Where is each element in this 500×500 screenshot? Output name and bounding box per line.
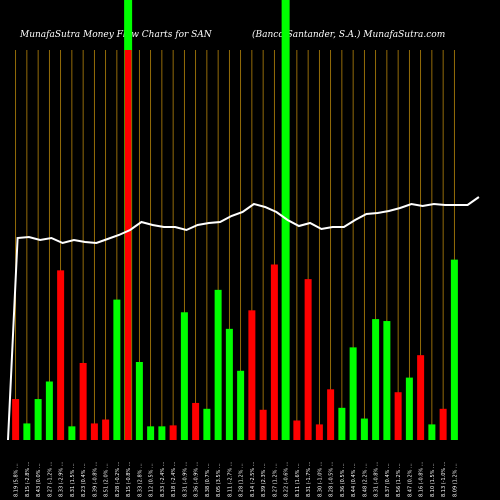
x-tick-label: 8.22 (-0.6% ... [284,461,290,497]
x-tick-label: 8.47 (0.2% ... [407,463,413,497]
x-tick-label: 8.33 (2.8% ... [137,463,143,497]
bar-up [68,426,76,440]
bar-up [237,370,245,440]
bar-up [338,407,346,440]
bar-up [214,289,222,440]
x-tick-label: 8.05 (3.5% ... [216,463,222,497]
bar-down [90,423,98,440]
bar-up [360,418,368,440]
bar-up [405,377,413,440]
x-tick-label: 8.39 (-0.8% ... [92,461,98,497]
x-tick-label: 8.23 (0.4% ... [81,463,87,497]
bar-down [417,355,425,440]
x-tick-label: 8.38 (0.7% ... [205,463,211,497]
bar-down [259,409,267,440]
x-tick-label: 8.28 (-0.2% ... [115,461,121,497]
bar-up [34,399,42,440]
bar-down [394,392,402,440]
bar-up [203,408,211,440]
bar-down [315,424,323,440]
bar-down [270,264,278,440]
bar-up [147,426,155,440]
x-tick-label: 8.19 (5.8% ... [14,463,20,497]
x-tick-label: 8.31 (-0.8% ... [374,461,380,497]
x-tick-label: 8.16 (-0.8% ... [419,461,425,497]
bar-down [169,425,177,440]
bar-up [450,259,458,440]
bar-down [102,419,110,440]
x-tick-label: 8.36 (-0.9% ... [194,461,200,497]
bar-up [23,423,31,440]
x-tick-label: 8.43 (0.0% ... [36,463,42,497]
bar-up [45,381,53,440]
x-tick-label: 8.13 (-1.0% ... [441,461,447,497]
chart-title-right: (Banco Santander, S.A.) MunafaSutra.com [252,30,446,40]
x-tick-label: 8.31 (1.5% ... [70,463,76,497]
bar-up [135,362,143,440]
bar-up [282,50,290,440]
x-tick-label: 8.33 (-2.9% ... [59,461,65,497]
x-tick-label: 8.37 (0.4% ... [385,463,391,497]
bar-down [192,402,200,440]
x-tick-label: 8.28 (1.2% ... [239,463,245,497]
x-tick-label: 8.31 (-0.9% ... [182,461,188,497]
x-tick-label: 8.39 (2.3% ... [261,463,267,497]
bar-up [158,426,166,440]
x-tick-label: 8.30 (-1.0% ... [317,461,323,497]
x-tick-label: 8.51 (2.0% ... [104,463,110,497]
bar-down [293,420,301,440]
x-tick-label: 8.10 (1.5% ... [430,463,436,497]
bar-down [79,362,87,440]
bar-up [113,299,121,440]
x-tick-label: 8.15 (-0.8% ... [126,461,132,497]
x-tick-label: 8.12 (0.5% ... [149,463,155,497]
x-tick-label: 8.31 (-1.7% ... [306,461,312,497]
bar-down [304,279,312,440]
x-tick-label: 8.28 (-0.5% ... [329,461,335,497]
x-tick-label: 8.48 (2.2% ... [362,463,368,497]
x-tick-label: 8.09 (1.2% ... [452,463,458,497]
x-tick-label: 8.27 (1.2% ... [272,463,278,497]
x-tick-label: 8.11 (-2.7% ... [227,461,233,497]
x-tick-label: 8.33 (-2.4% ... [160,461,166,497]
bar-down [248,310,256,440]
x-tick-label: 8.56 (1.2% ... [396,463,402,497]
x-tick-label: 8.27 (-1.2% ... [47,461,53,497]
bar-up [349,347,357,440]
x-tick-label: 8.15 (-2.8% ... [25,461,31,497]
bar-up [428,424,436,440]
bar-down [327,389,335,440]
x-tick-label: 8.36 (0.5% ... [340,463,346,497]
bar-down [57,270,65,440]
bar-down [439,408,447,440]
x-tick-label: 8.18 (-2.4% ... [171,461,177,497]
x-tick-label: 8.14 (-2.5% ... [250,461,256,497]
chart-title-left: MunafaSutra Money Flow Charts for SAN [20,30,212,40]
bar-down [124,50,132,440]
money-flow-line [7,196,480,441]
bar-up [372,319,380,440]
bar-up [225,328,233,440]
bar-up [383,321,391,440]
bar-up [180,312,188,440]
x-tick-label: 8.44 (0.4% ... [351,463,357,497]
bar-down [12,399,20,440]
x-tick-label: 8.11 (1.6% ... [295,463,301,497]
